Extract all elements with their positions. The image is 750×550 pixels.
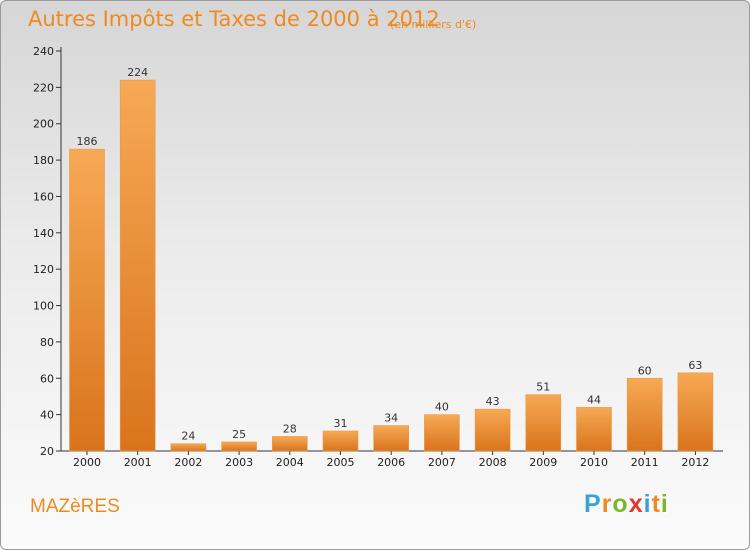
bar-2002 <box>170 443 207 452</box>
x-tick-label: 2005 <box>327 456 355 469</box>
y-tick-label: 200 <box>33 118 54 131</box>
bar-2008 <box>474 408 511 452</box>
y-tick-label: 240 <box>33 45 54 58</box>
logo-letter: x <box>628 490 644 518</box>
y-tick-label: 20 <box>40 445 54 458</box>
bar-2004 <box>271 436 308 452</box>
bar-value-label: 25 <box>232 428 246 441</box>
bar-value-label: 186 <box>77 135 98 148</box>
bar-value-label: 34 <box>384 412 398 425</box>
y-tick-label: 220 <box>33 81 54 94</box>
y-tick-label: 100 <box>33 300 54 313</box>
bar-2009 <box>525 394 562 452</box>
y-tick-label: 80 <box>40 336 54 349</box>
bar-value-label: 31 <box>334 417 348 430</box>
logo-letter: i <box>643 490 652 518</box>
bar-value-label: 60 <box>638 364 652 377</box>
bar-2001 <box>119 79 156 452</box>
chart-title: Autres Impôts et Taxes de 2000 à 2012 <box>28 7 440 31</box>
city-name: MAZèRES <box>30 496 120 517</box>
x-tick-label: 2002 <box>174 456 202 469</box>
logo-letter: t <box>651 490 661 518</box>
x-tick-label: 2008 <box>479 456 507 469</box>
bar-2000 <box>69 148 105 452</box>
bar-value-label: 224 <box>127 66 148 79</box>
x-tick-label: 2007 <box>428 456 456 469</box>
x-tick-label: 2012 <box>681 456 709 469</box>
chart-unit-label: (en milliers d'€) <box>390 18 477 31</box>
bar-value-label: 44 <box>587 393 601 406</box>
bar-value-label: 28 <box>283 422 297 435</box>
y-tick-label: 180 <box>33 154 54 167</box>
bar-2012 <box>677 372 714 452</box>
bar-value-label: 24 <box>181 430 195 443</box>
y-tick-label: 120 <box>33 263 54 276</box>
proxiti-logo[interactable]: Proxiti <box>584 490 669 519</box>
y-tick-label: 40 <box>40 409 54 422</box>
bar-value-label: 63 <box>688 359 702 372</box>
bar-2003 <box>221 441 257 452</box>
bar-value-label: 40 <box>435 401 449 414</box>
logo-letter: r <box>601 490 613 518</box>
x-tick-label: 2004 <box>276 456 304 469</box>
x-tick-label: 2003 <box>225 456 253 469</box>
x-tick-label: 2001 <box>124 456 152 469</box>
x-tick-label: 2006 <box>377 456 405 469</box>
y-axis: 20 40 60 80 100 120 140 160 180 200 220 240 <box>33 45 62 458</box>
x-tick-label: 2011 <box>631 456 659 469</box>
x-tick-label: 2009 <box>529 456 557 469</box>
x-axis: 2000 2001 2002 2003 2004 2005 2006 2007 2008 2009… <box>61 450 723 469</box>
bar-value-label: 43 <box>486 395 500 408</box>
logo-letter: i <box>660 490 669 518</box>
x-tick-label: 2010 <box>580 456 608 469</box>
logo-letter: P <box>584 490 602 518</box>
bar-2010 <box>576 407 612 452</box>
x-tick-label: 2000 <box>73 456 101 469</box>
bar-2006 <box>373 425 410 452</box>
bar-2007 <box>424 414 460 452</box>
bar-2011 <box>626 377 663 452</box>
y-tick-label: 160 <box>33 190 54 203</box>
y-tick-label: 60 <box>40 372 54 385</box>
y-tick-label: 140 <box>33 227 54 240</box>
logo-letter: o <box>612 490 629 518</box>
bar-value-label: 51 <box>536 381 550 394</box>
bar-2005 <box>322 430 359 452</box>
bars: 186 224 24 25 28 31 34 40 43 51 44 60 63 <box>69 66 714 452</box>
